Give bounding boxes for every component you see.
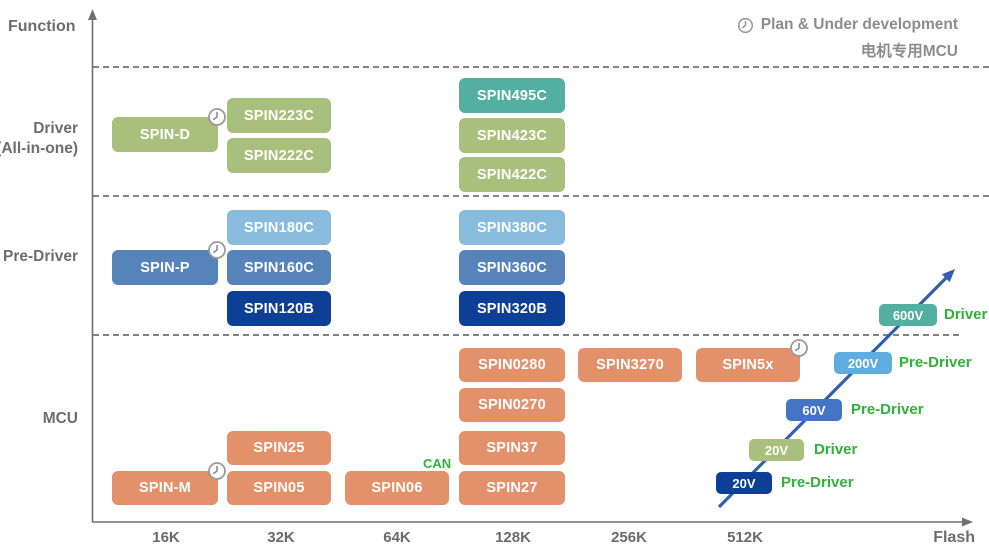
product-spin495c: SPIN495C — [459, 78, 565, 113]
x-tick-32k: 32K — [267, 529, 295, 546]
plan-legend-label: Plan & Under development — [760, 16, 958, 33]
voltage-chip-20v-predriver: 20V — [716, 472, 772, 494]
product-label: SPIN25 — [253, 440, 305, 456]
product-label: SPIN222C — [243, 147, 315, 164]
clock-icon — [207, 461, 227, 481]
product-spin423c: SPIN423C — [459, 118, 565, 153]
clock-icon — [789, 338, 809, 358]
voltage-chip-600v: 600V — [879, 304, 937, 326]
product-label: SPIN-D — [139, 126, 191, 143]
product-spin27: SPIN27 — [459, 471, 565, 505]
product-spin5x: SPIN5x — [696, 339, 808, 382]
row-label-driver: Driver (All-in-one) — [0, 119, 78, 159]
voltage-chip-20v-driver: 20V — [749, 439, 804, 461]
product-spin06: SPIN06 — [345, 471, 449, 505]
row-label-pre-driver: Pre-Driver — [3, 247, 78, 267]
product-label: SPIN380C — [476, 219, 548, 236]
product-spin223c: SPIN223C — [227, 98, 331, 133]
product-label: SPIN180C — [243, 219, 315, 236]
product-label: SPIN-M — [139, 480, 191, 496]
x-tick-512k: 512K — [727, 529, 763, 546]
row-label-line: Driver — [33, 120, 78, 137]
product-spin0280: SPIN0280 — [459, 348, 565, 382]
voltage-chip-label: 60V — [802, 402, 826, 418]
product-label: SPIN3270 — [596, 357, 664, 373]
voltage-trend-arrowhead — [941, 269, 955, 283]
product-spin160c: SPIN160C — [227, 250, 331, 285]
product-label: SPIN223C — [243, 107, 315, 124]
product-label: SPIN422C — [476, 166, 548, 183]
row-label-line: Pre-Driver — [3, 248, 78, 265]
x-tick-128k: 128K — [495, 529, 531, 546]
product-label: SPIN5x — [722, 357, 774, 373]
voltage-chip-label: 600V — [892, 307, 924, 323]
chart-subtitle: 电机专用MCU — [860, 43, 958, 60]
row-label-mcu: MCU — [43, 409, 78, 429]
voltage-chip-label: 20V — [764, 442, 789, 458]
can-annotation: CAN — [423, 456, 452, 471]
product-label: SPIN0270 — [478, 397, 546, 413]
product-spin380c: SPIN380C — [459, 210, 565, 245]
product-spin320b: SPIN320B — [459, 291, 565, 326]
product-label: SPIN-P — [140, 259, 190, 276]
product-spin37: SPIN37 — [459, 431, 565, 465]
product-spin3270: SPIN3270 — [578, 348, 682, 382]
product-spin222c: SPIN222C — [227, 138, 331, 173]
product-label: SPIN320B — [476, 300, 548, 317]
row-label-line: MCU — [42, 410, 78, 427]
product-spin-p: SPIN-P — [112, 241, 226, 285]
plan-legend: Plan & Under development — [737, 16, 958, 34]
voltage-category-label: Driver — [814, 441, 858, 458]
product-label: SPIN06 — [371, 480, 423, 496]
product-label: SPIN0280 — [478, 357, 546, 373]
clock-icon — [737, 17, 754, 34]
y-axis-arrowhead — [88, 9, 97, 20]
voltage-category-label: Pre-Driver — [781, 474, 854, 491]
product-spin120b: SPIN120B — [227, 291, 331, 326]
product-label: SPIN360C — [476, 259, 548, 276]
voltage-category-label: Pre-Driver — [851, 401, 924, 418]
voltage-category-label: Driver — [944, 306, 988, 323]
x-axis-title: Flash — [933, 529, 975, 546]
voltage-chip-200v: 200V — [834, 352, 892, 374]
clock-icon — [207, 240, 227, 260]
product-spin05: SPIN05 — [227, 471, 331, 505]
product-label: SPIN160C — [243, 259, 315, 276]
voltage-chip-60v: 60V — [786, 399, 842, 421]
product-label: SPIN495C — [476, 87, 548, 104]
product-label: SPIN120B — [243, 300, 315, 317]
y-axis-title: Function — [8, 18, 76, 35]
x-tick-256k: 256K — [611, 529, 647, 546]
voltage-chip-label: 20V — [732, 475, 756, 491]
x-tick-64k: 64K — [383, 529, 411, 546]
product-spin25: SPIN25 — [227, 431, 331, 465]
x-axis-arrowhead — [962, 517, 973, 527]
product-label: SPIN423C — [476, 127, 548, 144]
clock-icon — [207, 107, 227, 127]
row-label-line: (All-in-one) — [0, 140, 78, 157]
product-spin0270: SPIN0270 — [459, 388, 565, 422]
product-label: SPIN27 — [486, 480, 538, 496]
product-label: SPIN37 — [486, 440, 538, 456]
product-label: SPIN05 — [253, 480, 305, 496]
product-spin180c: SPIN180C — [227, 210, 331, 245]
voltage-chip-label: 200V — [847, 355, 879, 371]
product-spin360c: SPIN360C — [459, 250, 565, 285]
product-spin-m: SPIN-M — [112, 462, 226, 505]
product-spin422c: SPIN422C — [459, 157, 565, 192]
x-tick-16k: 16K — [152, 529, 180, 546]
voltage-category-label: Pre-Driver — [899, 354, 972, 371]
product-spin-d: SPIN-D — [112, 108, 226, 152]
